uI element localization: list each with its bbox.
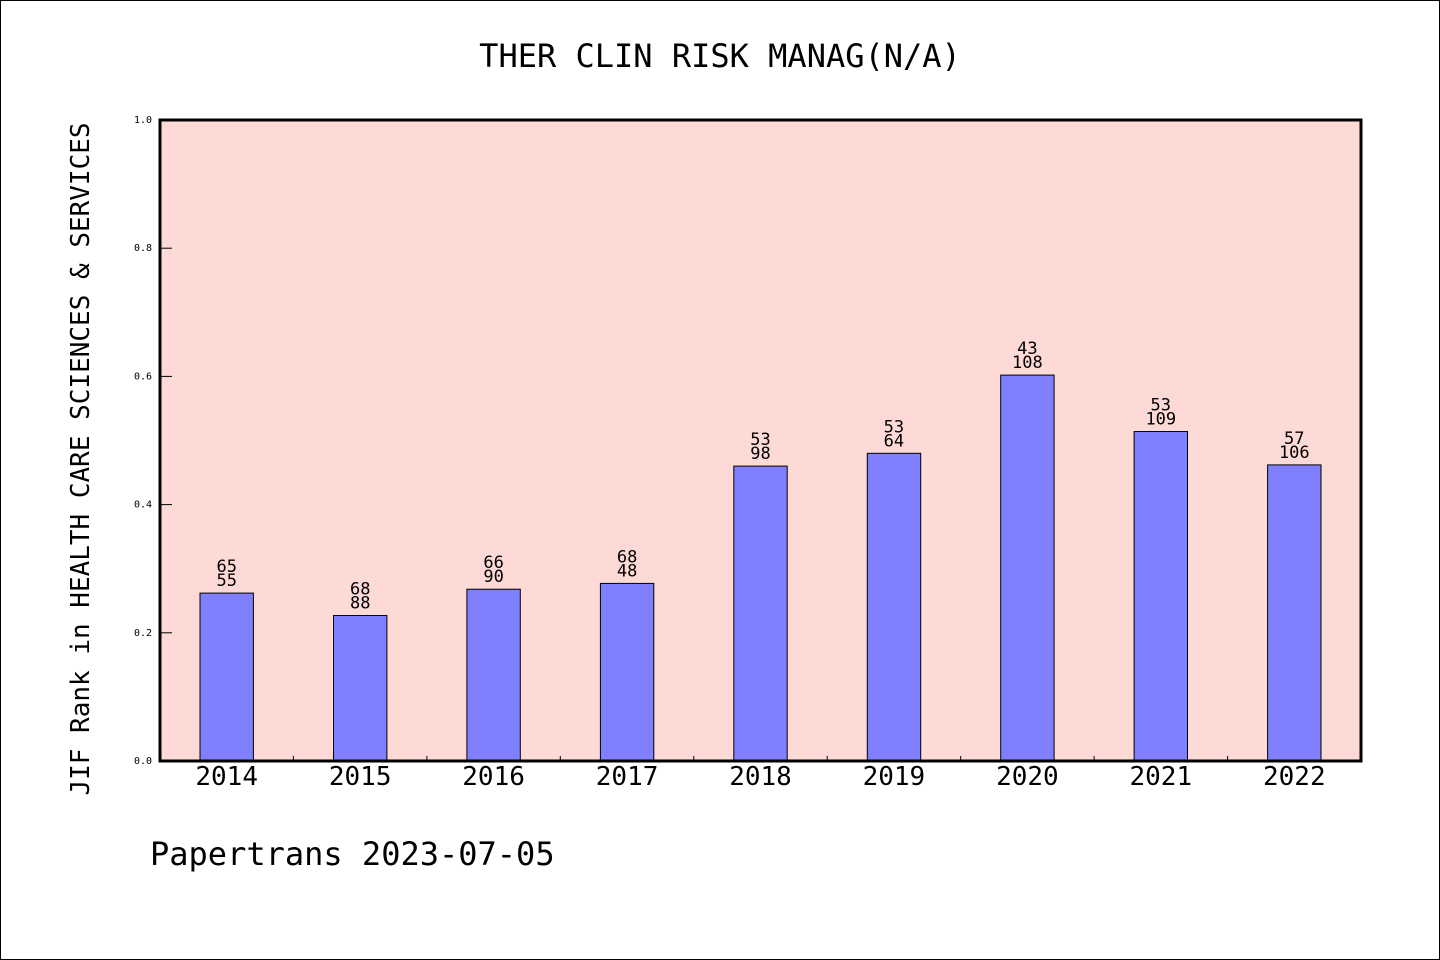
- x-tick-label-2019: 2019: [863, 762, 926, 792]
- y-tick-label: 1.0: [134, 115, 152, 126]
- bar-label-top-2021: 53: [1151, 396, 1171, 416]
- x-tick-label-2015: 2015: [329, 762, 392, 792]
- bar-2021: [1133, 431, 1188, 762]
- bar-label-top-2020: 43: [1017, 339, 1037, 359]
- y-tick-label: 0.8: [134, 243, 152, 254]
- chart-title: THER CLIN RISK MANAG(N/A): [479, 37, 961, 75]
- x-tick-label-2014: 2014: [195, 762, 258, 792]
- bar-2018: [733, 465, 788, 762]
- x-tick-label-2017: 2017: [596, 762, 659, 792]
- x-tick-label-2022: 2022: [1263, 762, 1326, 792]
- bar-label-top-2016: 66: [483, 553, 503, 573]
- bar-2019: [866, 452, 922, 762]
- bar-label-bottom-2016: 90: [483, 567, 503, 587]
- bar-2022: [1267, 464, 1322, 762]
- bars-group: [199, 374, 1322, 762]
- bar-label-bottom-2019: 64: [884, 431, 904, 451]
- bar-2017: [599, 582, 655, 762]
- bar-label-bottom-2022: 106: [1279, 443, 1310, 463]
- y-axis-label: JIF Rank in HEALTH CARE SCIENCES & SERVI…: [66, 122, 96, 795]
- bar-label-top-2022: 57: [1284, 429, 1304, 449]
- bar-label-top-2017: 68: [617, 547, 637, 567]
- plot-border: [158, 118, 1363, 763]
- bar-label-bottom-2020: 108: [1012, 353, 1043, 373]
- bar-2014: [199, 592, 254, 762]
- bar-label-bottom-2017: 48: [617, 561, 637, 581]
- bar-label-bottom-2021: 109: [1145, 410, 1176, 430]
- x-axis-ticks: 2014 2015 2016 2017 2018 2019 2020 2021 2022: [195, 756, 1326, 792]
- footer-text: Papertrans 2023-07-05: [150, 835, 555, 873]
- y-tick-label: 0.4: [134, 500, 152, 511]
- y-tick-label: 0.6: [134, 371, 152, 382]
- bar-label-top-2015: 68: [350, 580, 370, 600]
- bar-label-bottom-2015: 88: [350, 594, 370, 614]
- bar-2016: [466, 588, 521, 762]
- bar-label-top-2019: 53: [884, 417, 904, 437]
- x-tick-label-2021: 2021: [1129, 762, 1192, 792]
- y-tick-label: 0.0: [134, 756, 152, 767]
- bar-label-bottom-2014: 55: [216, 571, 236, 591]
- bar-label-top-2014: 65: [216, 557, 236, 577]
- x-tick-label-2018: 2018: [729, 762, 792, 792]
- bar-2020: [1000, 374, 1055, 762]
- bar-2015: [333, 615, 388, 762]
- y-tick-label: 0.2: [134, 628, 152, 639]
- bar-label-top-2018: 53: [750, 430, 770, 450]
- x-tick-label-2020: 2020: [996, 762, 1059, 792]
- x-tick-label-2016: 2016: [462, 762, 525, 792]
- bar-label-bottom-2018: 98: [750, 444, 770, 464]
